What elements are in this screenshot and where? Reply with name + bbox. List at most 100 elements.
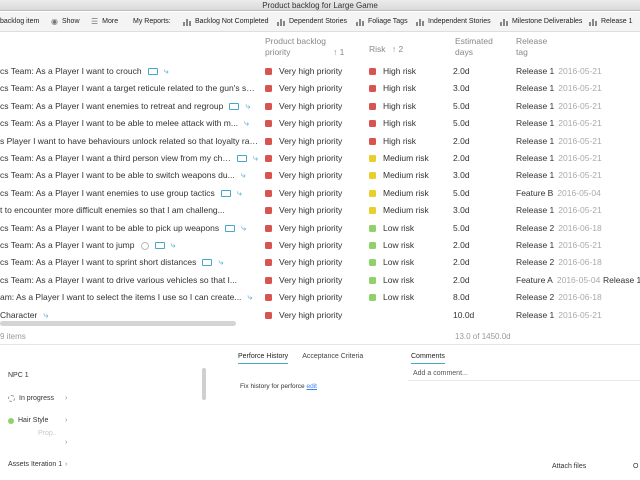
table-row[interactable]: cs Team: As a Player I want to jump ⤷ Ver… [0,237,640,254]
report-milestone-deliverables[interactable]: Milestone Deliverables [500,12,582,31]
table-row[interactable]: t to encounter more difficult enemies so… [0,202,640,219]
row-title: cs Team: As a Player I want to be able t… [0,115,258,132]
comment-icon[interactable] [229,102,240,110]
row-title: cs Team: As a Player I want enemies to u… [0,185,258,202]
row-risk: High risk [369,98,416,115]
panel-divider [0,344,640,345]
comment-icon[interactable] [147,68,158,75]
column-header-estimated[interactable]: Estimated days [455,36,493,57]
row-title-text: cs Team: As a Player I want to crouch [0,66,142,76]
attach-more-button[interactable]: O [633,463,639,470]
chevron-right-icon[interactable]: › [65,395,68,402]
link-icon[interactable]: ⤷ [243,118,250,129]
fix-history-text: Fix history for perforce [240,383,305,390]
table-row[interactable]: cs Team: As a Player I want a target ret… [0,80,640,97]
row-release: Release 1 2016-05-21 [516,237,602,254]
priority-text: Very high priority [279,309,343,320]
link-icon[interactable]: ⤷ [240,170,246,181]
fix-history: Fix history for perforce edit [240,383,317,390]
risk-dot [369,189,376,197]
row-estimate: 5.0d [453,118,470,129]
add-comment-input[interactable]: Add a comment... [413,370,468,377]
table-row[interactable]: cs Team: As a Player I want enemies to u… [0,185,640,202]
comment-icon[interactable] [236,155,247,162]
link-icon[interactable]: ⤷ [170,240,176,250]
table-row[interactable]: cs Team: As a Player I want to crouch ⤷ V… [0,63,640,80]
row-release: Release 1 2016-05-21 [516,202,602,219]
chevron-right-icon[interactable]: › [65,461,68,468]
show-label: Show [61,18,80,25]
row-estimate: 10.0d [453,309,475,320]
vertical-scrollbar[interactable] [202,368,206,400]
link-icon[interactable]: ⤷ [218,257,224,268]
table-row[interactable]: cs Team: As a Player I want to be able t… [0,115,640,132]
report-backlog-not-completed[interactable]: Backlog Not Completed [183,12,269,31]
column-header-release[interactable]: Release tag [516,36,548,57]
table-row[interactable]: cs Team: As a Player I want to sprint sh… [0,254,640,271]
release-text: Release 1 [516,205,555,216]
row-estimate: 2.0d [453,274,470,285]
row-priority: Very high priority [265,167,342,184]
release-date: 2016-05-21 [558,170,602,181]
table-row[interactable]: cs Team: As a Player I want enemies to r… [0,98,640,115]
chevron-right-icon[interactable]: › [65,439,68,446]
smiley-icon[interactable] [140,241,149,250]
priority-text: Very high priority [279,100,343,111]
fix-history-edit-link[interactable]: edit [306,383,317,390]
priority-text: Very high priority [279,66,343,76]
show-button[interactable]: ◉ Show [51,12,80,31]
hair-style-item[interactable]: Hair Style [8,417,48,424]
row-risk: High risk [369,63,416,80]
report-independent-stories[interactable]: Independent Stories [416,12,491,31]
link-icon[interactable]: ⤷ [43,309,49,320]
comment-icon[interactable] [220,189,231,197]
row-title: cs Team: As a Player I want to jump ⤷ [0,237,258,254]
npc-item[interactable]: NPC 1 [8,372,29,379]
table-row[interactable]: s Player I want to have behaviours unloc… [0,133,640,150]
priority-dot [265,294,272,302]
table-row[interactable]: cs Team: As a Player I want to drive var… [0,272,640,289]
table-row[interactable]: cs Team: As a Player I want a third pers… [0,150,640,167]
table-row[interactable]: Character ⤷ Very high priority 10.0d Rele… [0,307,640,324]
status-label: In progress [19,395,55,402]
link-icon[interactable]: ⤷ [236,187,242,198]
link-icon[interactable]: ⤷ [163,66,169,76]
row-estimate: 2.0d [453,135,470,146]
priority-text: Very high priority [279,118,343,129]
link-icon[interactable]: ⤷ [247,292,253,303]
assets-iteration-item[interactable]: Assets Iteration 1 [8,461,63,468]
comments-header[interactable]: Comments [411,353,445,364]
row-risk: Medium risk [369,167,429,184]
column-header-priority[interactable]: Product backlog priority ↑ 1 [265,36,344,58]
backlog-item-button[interactable]: backlog item [0,12,39,31]
report-release-1[interactable]: Release 1 [589,12,633,31]
tab-perforce-history[interactable]: Perforce History [238,353,289,364]
report-label: Backlog Not Completed [195,18,269,25]
report-dependent-stories[interactable]: Dependent Stories [277,12,347,31]
link-icon[interactable]: ⤷ [252,153,258,163]
link-icon[interactable]: ⤷ [241,222,247,233]
row-extra-release: Release 1 [603,274,640,285]
table-row[interactable]: am: As a Player I want to select the ite… [0,289,640,306]
table-row[interactable]: cs Team: As a Player I want to be able t… [0,220,640,237]
column-header-risk[interactable]: Risk ↑ 2 [369,44,403,55]
comment-icon[interactable] [225,224,236,232]
row-estimate: 2.0d [453,66,470,76]
release-text: Release 2 [516,257,555,268]
row-title: Character ⤷ [0,307,258,324]
table-row[interactable]: cs Team: As a Player I want to be able t… [0,167,640,184]
link-icon[interactable]: ⤷ [245,100,251,111]
comment-divider [408,380,640,381]
status-item[interactable]: In progress [8,395,54,402]
report-foliage-tags[interactable]: Foliage Tags [356,12,408,31]
risk-text: Medium risk [383,187,429,198]
more-button[interactable]: ☰ More [91,12,118,31]
horizontal-scrollbar[interactable] [0,321,236,326]
row-release: Feature B 2016-05-04 [516,185,601,202]
comment-icon[interactable] [202,259,213,267]
chevron-right-icon[interactable]: › [65,417,68,424]
row-priority: Very high priority [265,150,342,167]
attach-files-button[interactable]: Attach files [552,463,587,470]
comment-icon[interactable] [154,242,165,249]
tab-acceptance-criteria[interactable]: Acceptance Criteria [302,353,364,360]
